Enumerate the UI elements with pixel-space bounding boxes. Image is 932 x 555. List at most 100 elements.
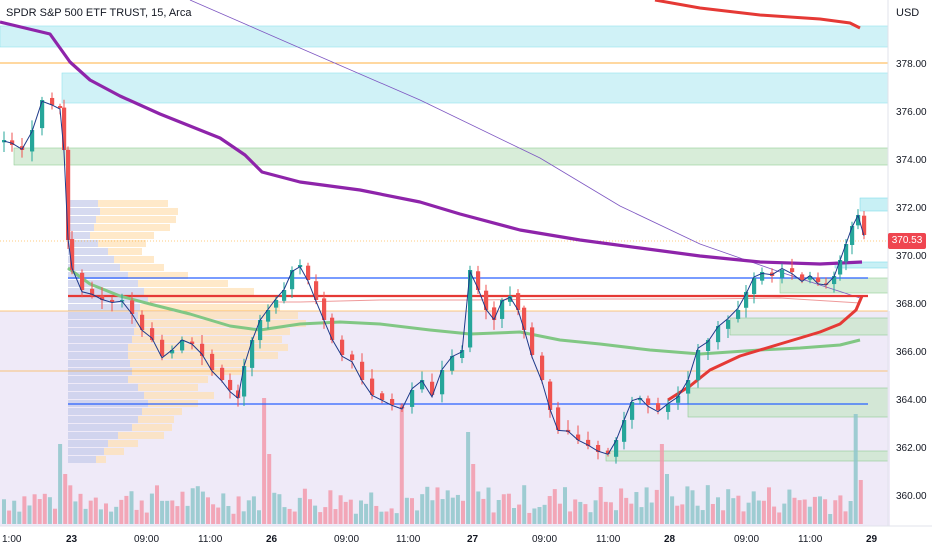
- price-tick-label: 360.00: [896, 491, 927, 502]
- volume-bar: [129, 491, 134, 524]
- candle-body: [40, 100, 45, 129]
- trendline-purple-thin: [189, 0, 861, 299]
- volume-profile-row-blue: [68, 264, 120, 271]
- volume-bars: [2, 398, 863, 524]
- volume-bar: [88, 500, 93, 524]
- volume-bar: [73, 501, 78, 524]
- volume-bar: [42, 493, 47, 524]
- volume-bar: [328, 490, 333, 524]
- candle-body: [290, 270, 295, 290]
- volume-bar: [736, 495, 741, 524]
- volume-bar: [491, 512, 496, 524]
- volume-bar: [440, 499, 445, 524]
- currency-label: USD: [896, 7, 920, 19]
- volume-bar: [675, 505, 680, 524]
- volume-bar: [267, 454, 272, 524]
- volume-bar: [425, 486, 430, 524]
- volume-bar: [430, 500, 435, 524]
- volume-bar: [404, 497, 409, 524]
- candle-body: [258, 320, 263, 341]
- volume-profile-row-orange: [98, 240, 146, 247]
- volume-bar: [435, 487, 440, 524]
- volume-profile-row-blue: [68, 272, 128, 279]
- volume-bar: [68, 485, 73, 524]
- volume-bar: [634, 492, 639, 524]
- volume-bar: [262, 398, 267, 524]
- volume-bar: [455, 494, 460, 524]
- volume-bar: [782, 503, 787, 524]
- candle-body: [360, 361, 365, 380]
- volume-profile-row-blue: [68, 368, 132, 375]
- volume-bar: [251, 496, 256, 524]
- time-tick-label: 09:00: [134, 534, 159, 545]
- volume-bar: [394, 513, 399, 524]
- volume-profile-row-blue: [68, 440, 108, 447]
- time-tick-label: 09:00: [734, 534, 759, 545]
- volume-bar: [410, 498, 414, 524]
- volume-profile-row-blue: [68, 384, 138, 391]
- candle-body: [330, 317, 335, 340]
- volume-bar: [751, 491, 756, 524]
- volume-bar: [481, 498, 486, 524]
- volume-bar: [134, 509, 139, 524]
- stepped-red-thin: [150, 297, 861, 304]
- volume-bar: [200, 491, 205, 524]
- volume-profile-row-blue: [68, 240, 98, 247]
- volume-profile-row-blue: [68, 416, 138, 423]
- candle-body: [780, 270, 785, 278]
- time-axis[interactable]: 1:00 23 09:00 11:00 26 09:00 11:00 27 09:00 11:00…: [2, 534, 878, 545]
- volume-bar: [32, 494, 37, 524]
- volume-bar: [318, 512, 323, 524]
- volume-bar: [552, 489, 557, 524]
- volume-bar: [420, 494, 425, 524]
- volume-bar: [450, 497, 455, 524]
- volume-bar: [338, 495, 343, 524]
- volume-profile-row-orange: [138, 280, 228, 287]
- volume-bar: [833, 500, 838, 524]
- volume-profile-row-orange: [134, 328, 290, 335]
- volume-bar: [512, 507, 516, 524]
- candle-body: [468, 270, 473, 348]
- volume-bar: [578, 501, 583, 524]
- volume-profile-row-orange: [114, 256, 154, 263]
- volume-bar: [58, 444, 63, 524]
- price-axis[interactable]: 378.00 376.00 374.00 372.00 370.00 368.00 366.…: [896, 59, 927, 502]
- candle-body: [228, 379, 233, 390]
- volume-bar: [12, 500, 17, 524]
- volume-profile-row-blue: [68, 328, 134, 335]
- volume-bar: [7, 510, 12, 524]
- volume-profile-row-orange: [118, 432, 164, 439]
- volume-profile-row-blue: [68, 296, 148, 303]
- volume-bar: [461, 500, 465, 524]
- candle-body: [676, 396, 681, 403]
- time-tick-label: 28: [664, 534, 676, 545]
- volume-bar: [109, 511, 114, 524]
- volume-bar: [690, 490, 695, 524]
- time-tick-label: 27: [467, 534, 479, 545]
- volume-bar: [139, 500, 144, 524]
- candle-body: [686, 380, 691, 394]
- volume-bar: [302, 488, 307, 524]
- candle-body: [62, 107, 67, 150]
- volume-bar: [257, 510, 261, 524]
- volume-profile-row-blue: [68, 232, 90, 239]
- volume-bar: [848, 501, 853, 524]
- candle-body: [242, 366, 247, 397]
- candle-body: [556, 407, 561, 430]
- volume-bar: [231, 513, 236, 524]
- candle-body: [130, 300, 135, 314]
- candle-body: [66, 149, 71, 240]
- candle-body: [856, 215, 861, 226]
- volume-bar: [731, 498, 736, 524]
- volume-bar: [389, 508, 394, 524]
- time-tick-label: 09:00: [334, 534, 359, 545]
- candle-body: [70, 239, 75, 270]
- volume-bar: [542, 504, 547, 524]
- volume-bar: [165, 500, 170, 524]
- time-tick-label: 26: [266, 534, 278, 545]
- candle-body: [450, 356, 455, 371]
- symbol-title[interactable]: SPDR S&P 500 ETF TRUST, 15, Arca: [6, 7, 192, 19]
- candle-body: [80, 272, 85, 290]
